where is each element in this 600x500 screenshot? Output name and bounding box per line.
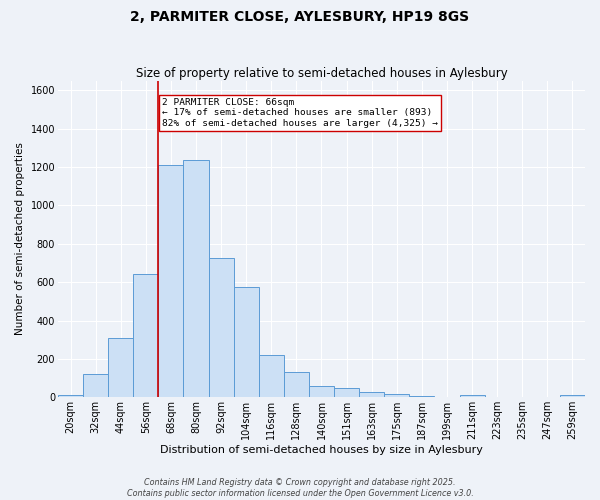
Bar — [233, 287, 259, 398]
Bar — [259, 355, 284, 398]
Bar — [133, 274, 158, 398]
Text: 2 PARMITER CLOSE: 66sqm
← 17% of semi-detached houses are smaller (893)
82% of s: 2 PARMITER CLOSE: 66sqm ← 17% of semi-de… — [162, 98, 438, 128]
Bar — [384, 394, 409, 398]
Bar — [309, 386, 334, 398]
Y-axis label: Number of semi-detached properties: Number of semi-detached properties — [15, 142, 25, 336]
Bar — [83, 374, 108, 398]
Bar — [359, 392, 384, 398]
Bar — [284, 372, 309, 398]
Bar — [560, 396, 585, 398]
Bar — [158, 165, 184, 398]
Text: Contains HM Land Registry data © Crown copyright and database right 2025.
Contai: Contains HM Land Registry data © Crown c… — [127, 478, 473, 498]
Text: 2, PARMITER CLOSE, AYLESBURY, HP19 8GS: 2, PARMITER CLOSE, AYLESBURY, HP19 8GS — [130, 10, 470, 24]
Bar — [460, 396, 485, 398]
Bar — [409, 396, 434, 398]
X-axis label: Distribution of semi-detached houses by size in Aylesbury: Distribution of semi-detached houses by … — [160, 445, 483, 455]
Bar — [209, 258, 233, 398]
Bar — [184, 160, 209, 398]
Bar — [334, 388, 359, 398]
Bar — [58, 396, 83, 398]
Title: Size of property relative to semi-detached houses in Aylesbury: Size of property relative to semi-detach… — [136, 66, 508, 80]
Bar — [108, 338, 133, 398]
